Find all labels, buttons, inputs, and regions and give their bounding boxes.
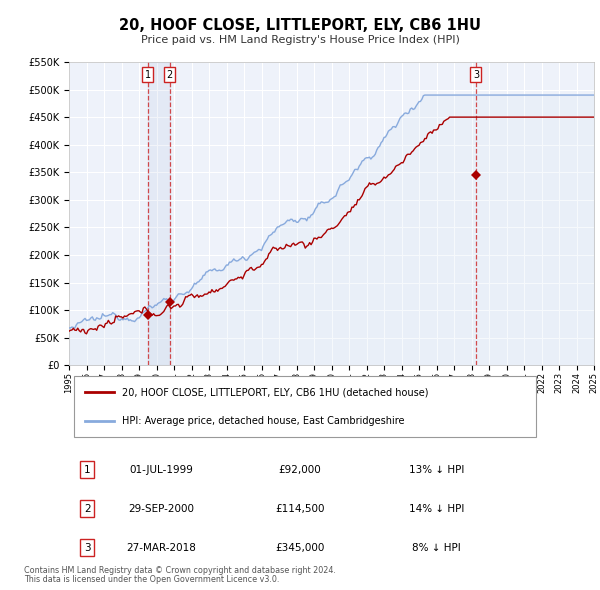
Text: 3: 3 <box>473 70 479 80</box>
FancyBboxPatch shape <box>74 376 536 437</box>
Text: 3: 3 <box>84 542 91 552</box>
Text: £345,000: £345,000 <box>275 542 325 552</box>
Text: 29-SEP-2000: 29-SEP-2000 <box>128 504 194 514</box>
Text: 2: 2 <box>167 70 173 80</box>
Text: Price paid vs. HM Land Registry's House Price Index (HPI): Price paid vs. HM Land Registry's House … <box>140 35 460 44</box>
Text: £114,500: £114,500 <box>275 504 325 514</box>
Bar <box>148 62 170 365</box>
Text: 20, HOOF CLOSE, LITTLEPORT, ELY, CB6 1HU: 20, HOOF CLOSE, LITTLEPORT, ELY, CB6 1HU <box>119 18 481 33</box>
Text: 14% ↓ HPI: 14% ↓ HPI <box>409 504 464 514</box>
Text: HPI: Average price, detached house, East Cambridgeshire: HPI: Average price, detached house, East… <box>121 417 404 426</box>
Text: 01-JUL-1999: 01-JUL-1999 <box>129 465 193 475</box>
Text: 20, HOOF CLOSE, LITTLEPORT, ELY, CB6 1HU (detached house): 20, HOOF CLOSE, LITTLEPORT, ELY, CB6 1HU… <box>121 387 428 397</box>
Text: £92,000: £92,000 <box>278 465 322 475</box>
Text: Contains HM Land Registry data © Crown copyright and database right 2024.: Contains HM Land Registry data © Crown c… <box>24 566 336 575</box>
Text: 2: 2 <box>84 504 91 514</box>
Text: 13% ↓ HPI: 13% ↓ HPI <box>409 465 464 475</box>
Text: 1: 1 <box>84 465 91 475</box>
Text: 1: 1 <box>145 70 151 80</box>
Text: 27-MAR-2018: 27-MAR-2018 <box>126 542 196 552</box>
Text: 8% ↓ HPI: 8% ↓ HPI <box>412 542 461 552</box>
Text: This data is licensed under the Open Government Licence v3.0.: This data is licensed under the Open Gov… <box>24 575 280 584</box>
